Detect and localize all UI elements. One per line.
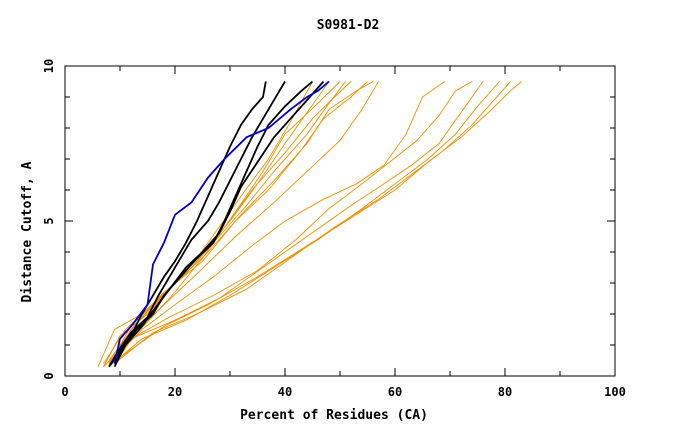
series-layer	[97, 80, 522, 368]
series-line-highlight-17	[113, 80, 325, 368]
x-tick-label: 60	[388, 385, 402, 399]
x-axis-label: Percent of Residues (CA)	[240, 408, 428, 423]
x-tick-label: 80	[498, 385, 512, 399]
series-line-other-9	[103, 81, 473, 368]
y-tick-label: 0	[42, 372, 56, 379]
series-line-other-4	[108, 81, 368, 364]
series-line-other-10	[103, 81, 484, 368]
series-line-highlight-14	[108, 81, 267, 368]
x-tick-label: 40	[278, 385, 292, 399]
x-tick-label: 20	[168, 385, 182, 399]
series-line-other-3	[108, 81, 352, 367]
series-line-other-1	[103, 81, 313, 367]
chart-title: S0981-D2	[317, 18, 380, 33]
series-line-other-11	[108, 81, 500, 368]
axes-layer: 0 20 40 60 80 100 0 5 10	[42, 59, 626, 399]
series-line-other-13	[119, 81, 522, 358]
series-line-other-8	[108, 81, 445, 364]
x-tick-label: 0	[61, 385, 68, 399]
y-tick-label: 5	[42, 217, 56, 224]
series-line-reference-18	[113, 80, 330, 364]
series-line-other-7	[108, 81, 379, 367]
y-axis-label: Distance Cutoff, A	[20, 161, 35, 302]
series-line-other-2	[103, 81, 346, 364]
y-tick-label: 10	[42, 59, 56, 73]
x-tick-label: 100	[604, 385, 626, 399]
series-line-highlight-15	[108, 81, 286, 368]
series-line-other-12	[114, 81, 511, 364]
